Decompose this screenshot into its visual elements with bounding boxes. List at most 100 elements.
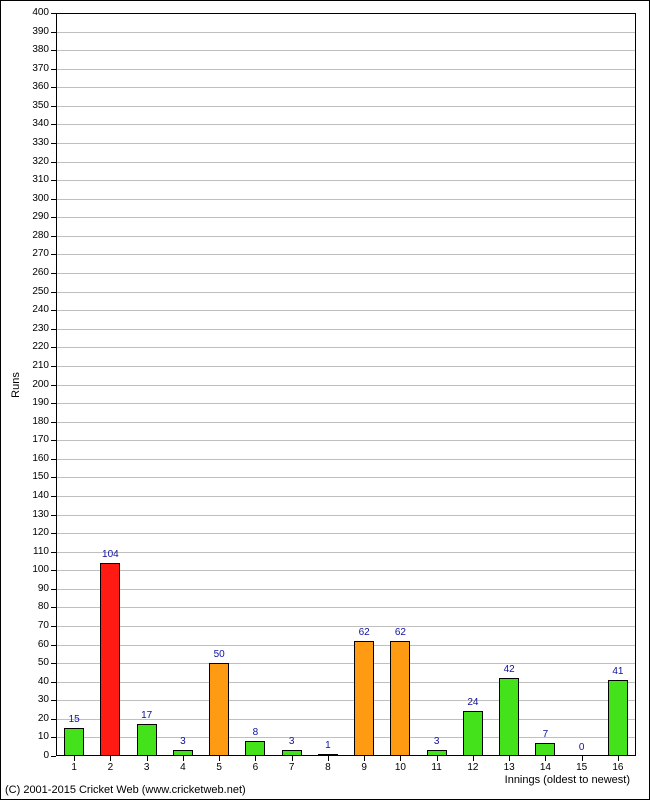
x-tick-label: 4 bbox=[171, 762, 195, 773]
y-tick bbox=[51, 292, 56, 293]
y-tick bbox=[51, 50, 56, 51]
grid-line bbox=[57, 440, 635, 441]
x-tick-label: 1 bbox=[62, 762, 86, 773]
y-tick-label: 270 bbox=[22, 248, 49, 259]
y-tick bbox=[51, 682, 56, 683]
bar-value-label: 24 bbox=[455, 697, 491, 708]
x-tick bbox=[582, 756, 583, 761]
y-tick-label: 400 bbox=[22, 7, 49, 18]
y-tick-label: 50 bbox=[22, 657, 49, 668]
x-tick bbox=[328, 756, 329, 761]
bar bbox=[354, 641, 374, 756]
y-tick-label: 0 bbox=[22, 750, 49, 761]
bar bbox=[137, 724, 157, 756]
y-tick bbox=[51, 273, 56, 274]
y-tick bbox=[51, 459, 56, 460]
x-tick-label: 13 bbox=[497, 762, 521, 773]
y-tick bbox=[51, 626, 56, 627]
bar-value-label: 42 bbox=[491, 664, 527, 675]
y-tick bbox=[51, 162, 56, 163]
x-tick-label: 9 bbox=[352, 762, 376, 773]
bar bbox=[245, 741, 265, 756]
x-tick bbox=[183, 756, 184, 761]
y-tick-label: 40 bbox=[22, 676, 49, 687]
grid-line bbox=[57, 589, 635, 590]
grid-line bbox=[57, 385, 635, 386]
grid-line bbox=[57, 552, 635, 553]
y-tick bbox=[51, 199, 56, 200]
y-tick-label: 200 bbox=[22, 379, 49, 390]
y-tick-label: 170 bbox=[22, 434, 49, 445]
bar-value-label: 15 bbox=[56, 714, 92, 725]
y-tick-label: 390 bbox=[22, 26, 49, 37]
bar-value-label: 3 bbox=[419, 736, 455, 747]
y-tick-label: 360 bbox=[22, 81, 49, 92]
y-tick-label: 260 bbox=[22, 267, 49, 278]
grid-line bbox=[57, 50, 635, 51]
y-tick-label: 250 bbox=[22, 286, 49, 297]
y-tick bbox=[51, 645, 56, 646]
x-tick bbox=[110, 756, 111, 761]
y-tick bbox=[51, 737, 56, 738]
x-tick bbox=[400, 756, 401, 761]
x-tick-label: 11 bbox=[425, 762, 449, 773]
y-tick-label: 240 bbox=[22, 304, 49, 315]
y-tick-label: 350 bbox=[22, 100, 49, 111]
x-tick-label: 16 bbox=[606, 762, 630, 773]
grid-line bbox=[57, 496, 635, 497]
y-tick bbox=[51, 106, 56, 107]
grid-line bbox=[57, 403, 635, 404]
grid-line bbox=[57, 199, 635, 200]
grid-line bbox=[57, 533, 635, 534]
y-tick bbox=[51, 69, 56, 70]
y-tick-label: 120 bbox=[22, 527, 49, 538]
grid-line bbox=[57, 124, 635, 125]
y-tick bbox=[51, 236, 56, 237]
bar-value-label: 1 bbox=[310, 740, 346, 751]
bar bbox=[282, 750, 302, 756]
y-tick-label: 10 bbox=[22, 731, 49, 742]
y-tick-label: 20 bbox=[22, 713, 49, 724]
bar bbox=[499, 678, 519, 756]
bar-value-label: 3 bbox=[274, 736, 310, 747]
x-tick-label: 6 bbox=[243, 762, 267, 773]
y-tick-label: 130 bbox=[22, 509, 49, 520]
y-tick bbox=[51, 87, 56, 88]
bar-value-label: 41 bbox=[600, 666, 636, 677]
y-tick-label: 60 bbox=[22, 639, 49, 650]
x-tick-label: 10 bbox=[388, 762, 412, 773]
y-tick-label: 230 bbox=[22, 323, 49, 334]
bar bbox=[390, 641, 410, 756]
grid-line bbox=[57, 663, 635, 664]
bar bbox=[318, 754, 338, 756]
grid-line bbox=[57, 645, 635, 646]
y-tick bbox=[51, 32, 56, 33]
bar-value-label: 3 bbox=[165, 736, 201, 747]
grid-line bbox=[57, 700, 635, 701]
y-tick bbox=[51, 254, 56, 255]
grid-line bbox=[57, 515, 635, 516]
y-tick-label: 30 bbox=[22, 694, 49, 705]
x-tick-label: 7 bbox=[280, 762, 304, 773]
x-tick bbox=[618, 756, 619, 761]
grid-line bbox=[57, 607, 635, 608]
x-tick bbox=[364, 756, 365, 761]
y-tick bbox=[51, 700, 56, 701]
grid-line bbox=[57, 570, 635, 571]
y-tick bbox=[51, 366, 56, 367]
y-tick-label: 210 bbox=[22, 360, 49, 371]
grid-line bbox=[57, 459, 635, 460]
grid-line bbox=[57, 143, 635, 144]
y-tick-label: 80 bbox=[22, 601, 49, 612]
y-tick bbox=[51, 347, 56, 348]
x-tick-label: 5 bbox=[207, 762, 231, 773]
y-tick bbox=[51, 440, 56, 441]
y-tick bbox=[51, 329, 56, 330]
y-tick-label: 300 bbox=[22, 193, 49, 204]
y-tick bbox=[51, 515, 56, 516]
x-tick bbox=[147, 756, 148, 761]
grid-line bbox=[57, 682, 635, 683]
y-tick bbox=[51, 422, 56, 423]
bar bbox=[535, 743, 555, 756]
x-tick-label: 2 bbox=[98, 762, 122, 773]
